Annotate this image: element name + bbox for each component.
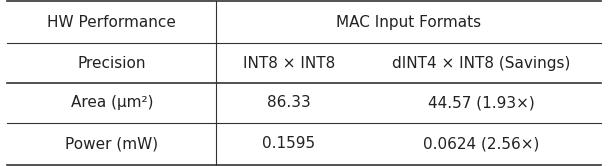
Text: 86.33: 86.33 [267,95,311,111]
Text: Power (mW): Power (mW) [65,136,159,151]
Text: dINT4 × INT8 (Savings): dINT4 × INT8 (Savings) [392,55,570,71]
Text: 0.0624 (2.56×): 0.0624 (2.56×) [423,136,539,151]
Text: 44.57 (1.93×): 44.57 (1.93×) [427,95,534,111]
Text: HW Performance: HW Performance [47,15,176,30]
Text: MAC Input Formats: MAC Input Formats [336,15,481,30]
Text: 0.1595: 0.1595 [262,136,316,151]
Text: Area (μm²): Area (μm²) [71,95,153,111]
Text: INT8 × INT8: INT8 × INT8 [243,55,335,71]
Text: Precision: Precision [78,55,146,71]
